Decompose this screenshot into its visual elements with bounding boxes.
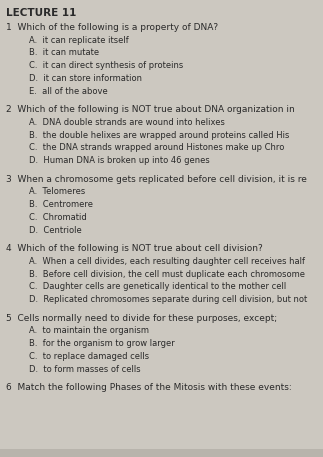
Text: D.  to form masses of cells: D. to form masses of cells — [29, 365, 141, 374]
Text: A.  When a cell divides, each resulting daughter cell receives half: A. When a cell divides, each resulting d… — [29, 257, 305, 266]
Text: C.  it can direct synthesis of proteins: C. it can direct synthesis of proteins — [29, 61, 183, 70]
Text: A.  to maintain the organism: A. to maintain the organism — [29, 326, 149, 335]
Text: A.  DNA double strands are wound into helixes: A. DNA double strands are wound into hel… — [29, 118, 225, 127]
Text: 3  When a chromosome gets replicated before cell division, it is re: 3 When a chromosome gets replicated befo… — [6, 175, 307, 184]
Bar — [0, 449, 323, 457]
Text: D.  Centriole: D. Centriole — [29, 226, 82, 235]
Text: 1  Which of the following is a property of DNA?: 1 Which of the following is a property o… — [6, 23, 219, 32]
Text: A.  Telomeres: A. Telomeres — [29, 187, 85, 197]
Text: A.  it can replicate itself: A. it can replicate itself — [29, 36, 129, 45]
Text: 2  Which of the following is NOT true about DNA organization in: 2 Which of the following is NOT true abo… — [6, 105, 295, 114]
Text: C.  the DNA strands wrapped around Histones make up Chro: C. the DNA strands wrapped around Histon… — [29, 143, 285, 153]
Text: B.  Before cell division, the cell must duplicate each chromosome: B. Before cell division, the cell must d… — [29, 270, 305, 279]
Text: C.  Chromatid: C. Chromatid — [29, 213, 87, 222]
Text: D.  it can store information: D. it can store information — [29, 74, 142, 83]
Text: 4  Which of the following is NOT true about cell division?: 4 Which of the following is NOT true abo… — [6, 244, 263, 253]
Text: C.  to replace damaged cells: C. to replace damaged cells — [29, 352, 149, 361]
Text: B.  it can mutate: B. it can mutate — [29, 48, 99, 58]
Text: B.  for the organism to grow larger: B. for the organism to grow larger — [29, 339, 175, 348]
Text: 6  Match the following Phases of the Mitosis with these events:: 6 Match the following Phases of the Mito… — [6, 383, 292, 392]
Text: B.  Centromere: B. Centromere — [29, 200, 93, 209]
Text: E.  all of the above: E. all of the above — [29, 87, 108, 96]
Text: D.  Human DNA is broken up into 46 genes: D. Human DNA is broken up into 46 genes — [29, 156, 210, 165]
Text: B.  the double helixes are wrapped around proteins called His: B. the double helixes are wrapped around… — [29, 131, 289, 140]
Text: D.  Replicated chromosomes separate during cell division, but not: D. Replicated chromosomes separate durin… — [29, 295, 307, 304]
Text: C.  Daughter cells are genetically identical to the mother cell: C. Daughter cells are genetically identi… — [29, 282, 286, 292]
Text: LECTURE 11: LECTURE 11 — [6, 8, 77, 18]
Text: 5  Cells normally need to divide for these purposes, except;: 5 Cells normally need to divide for thes… — [6, 314, 277, 323]
